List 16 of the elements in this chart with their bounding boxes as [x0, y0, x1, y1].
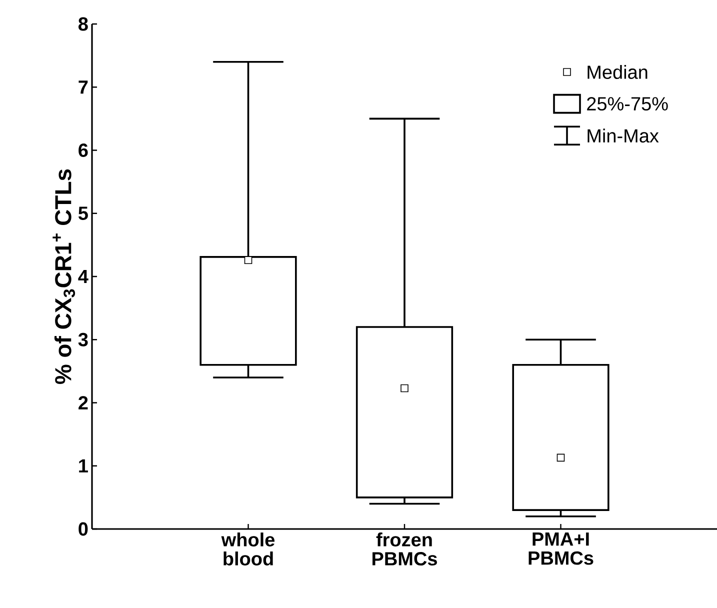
y-tick-label: 4	[78, 270, 88, 284]
y-tick-label: 1	[79, 459, 88, 472]
y-tick-label: 8	[78, 17, 88, 31]
y-axis-title: % of CX$_{3}$CR1$^{+}$ CTLs	[52, 169, 76, 384]
x-tick-label: frozen PBMCs	[372, 532, 437, 566]
annotation: Median	[588, 65, 648, 79]
y-tick-label: 6	[78, 144, 88, 157]
x-tick-label: PMA+I PBMCs	[528, 532, 594, 565]
y-tick-label: 3	[78, 332, 88, 346]
annotation: 25%-75%	[587, 97, 668, 111]
annotation: Min-Max	[588, 128, 659, 143]
y-tick-label: 7	[78, 80, 88, 94]
y-tick-label: 0	[78, 522, 88, 536]
x-tick-label: whole blood	[221, 532, 275, 566]
y-tick-label: 5	[78, 206, 88, 220]
y-tick-label: 2	[78, 396, 88, 410]
